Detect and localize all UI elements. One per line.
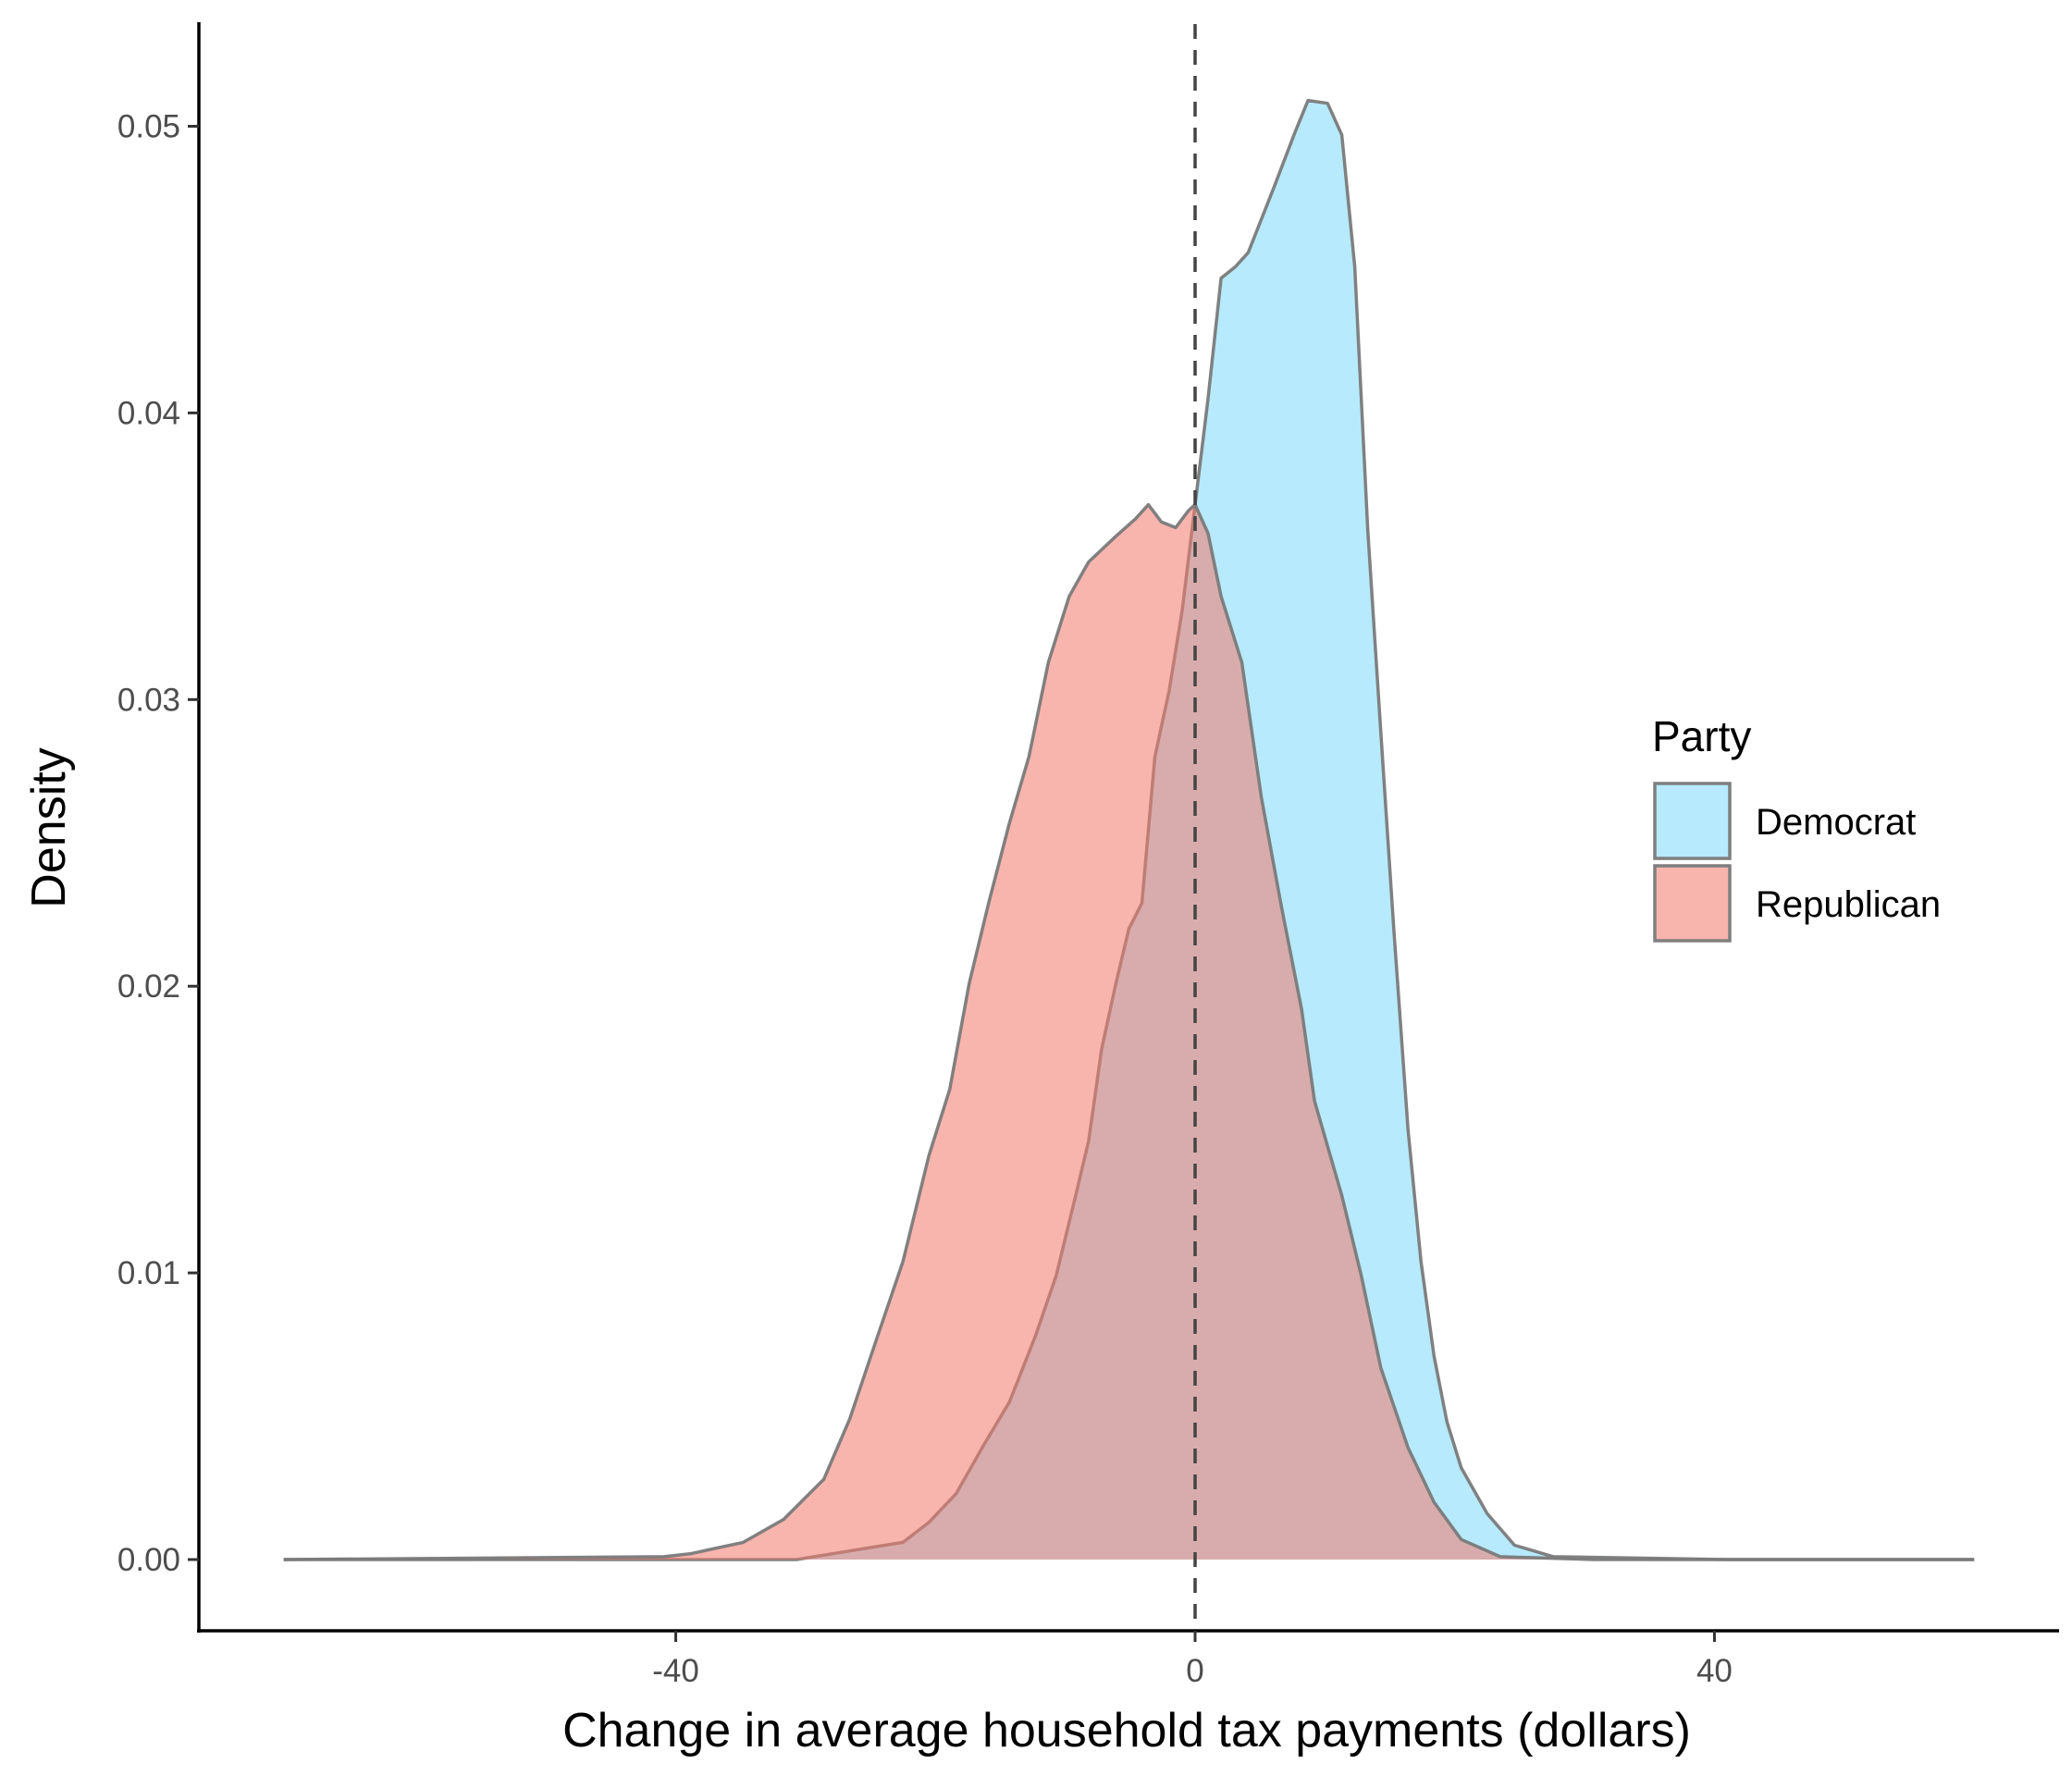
legend-title: Party [1652, 712, 1751, 760]
legend-key-democrat [1653, 782, 1732, 860]
legend-label-democrat: Democrat [1756, 802, 1916, 843]
legend: Party Democrat Republican [1652, 712, 1941, 943]
density-line-republican [283, 502, 1975, 1561]
y-tick-label: 0.00 [117, 1542, 180, 1578]
y-tick-label: 0.04 [117, 395, 180, 431]
x-tick-label: 40 [1696, 1653, 1733, 1689]
y-tick-label: 0.03 [117, 682, 180, 718]
x-tick-label: 0 [1186, 1653, 1203, 1689]
x-axis-title: Change in average household tax payments… [562, 1704, 1691, 1758]
x-tick-label: -40 [652, 1653, 699, 1689]
density-areas [283, 98, 1975, 1561]
density-area-republican [283, 504, 1975, 1560]
y-tick-label: 0.01 [117, 1255, 180, 1291]
legend-key-republican [1653, 864, 1732, 943]
y-axis-title: Density [22, 747, 76, 907]
y-tick-label: 0.05 [117, 109, 180, 145]
axes [188, 22, 2059, 1642]
tick-labels: -40 0 40 0.00 0.01 0.02 0.03 0.04 0.05 [117, 109, 1733, 1690]
y-tick-label: 0.02 [117, 968, 180, 1005]
legend-label-republican: Republican [1756, 884, 1941, 925]
